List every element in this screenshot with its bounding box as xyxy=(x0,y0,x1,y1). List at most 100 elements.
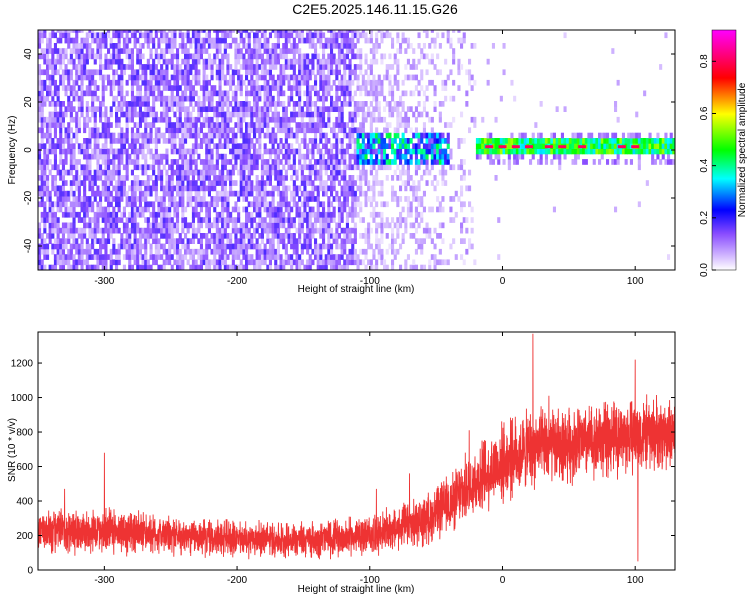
heatmap-cell xyxy=(75,111,79,118)
heatmap-cell xyxy=(324,64,328,70)
heatmap-cell xyxy=(436,196,440,202)
heatmap-cell xyxy=(239,106,243,112)
heatmap-cell xyxy=(263,95,267,102)
heatmap-cell xyxy=(441,169,445,176)
heatmap-cell xyxy=(247,106,251,112)
heatmap-cell xyxy=(189,180,193,186)
heatmap-cell xyxy=(199,169,203,176)
heatmap-cell xyxy=(282,48,286,54)
heatmap-cell xyxy=(316,243,320,250)
heatmap-cell xyxy=(176,48,180,54)
heatmap-cell xyxy=(266,127,270,134)
heatmap-cell xyxy=(83,180,87,186)
heatmap-cell xyxy=(284,185,288,192)
heatmap-cell xyxy=(202,254,206,260)
heatmap-cell xyxy=(356,148,360,155)
heatmap-cell xyxy=(428,227,432,234)
heatmap-cell xyxy=(266,201,270,208)
heatmap-cell xyxy=(69,148,73,155)
heatmap-cell xyxy=(303,64,307,70)
heatmap-cell xyxy=(340,111,344,118)
heatmap-cell xyxy=(245,64,249,70)
heatmap-cell xyxy=(53,58,57,65)
heatmap-cell xyxy=(327,243,331,250)
heatmap-cell xyxy=(250,238,254,244)
heatmap-cell xyxy=(308,58,312,65)
heatmap-cell xyxy=(43,180,47,186)
heatmap-cell xyxy=(314,243,318,250)
heatmap-cell xyxy=(253,48,257,54)
heatmap-cell xyxy=(67,69,71,76)
heatmap-cell xyxy=(430,58,434,65)
heatmap-cell xyxy=(276,211,280,218)
heatmap-cell xyxy=(48,148,52,155)
heatmap-cell xyxy=(319,233,323,239)
heatmap-cell xyxy=(502,159,506,165)
heatmap-cell xyxy=(149,48,153,54)
heatmap-cell xyxy=(417,90,421,97)
heatmap-cell xyxy=(375,159,379,165)
heatmap-cell xyxy=(221,238,225,244)
heatmap-cell xyxy=(75,74,79,81)
heatmap-cell xyxy=(96,248,100,255)
heatmap-cell xyxy=(46,132,50,139)
heatmap-cell xyxy=(85,243,89,250)
heatmap-cell xyxy=(284,64,288,70)
heatmap-cell xyxy=(255,254,259,260)
heatmap-cell xyxy=(104,185,108,192)
heatmap-cell xyxy=(207,190,211,197)
heatmap-cell xyxy=(136,159,140,165)
heatmap-cell xyxy=(414,164,418,171)
heatmap-cell xyxy=(115,254,119,260)
heatmap-cell xyxy=(91,180,95,186)
heatmap-cell xyxy=(475,153,479,160)
heatmap-cell xyxy=(72,211,76,218)
heatmap-cell xyxy=(356,254,360,260)
heatmap-cell xyxy=(170,127,174,134)
heatmap-cell xyxy=(221,190,225,197)
heatmap-cell xyxy=(499,148,503,155)
heatmap-cell xyxy=(271,196,275,202)
heatmap-cell xyxy=(497,159,501,165)
heatmap-cell xyxy=(99,53,103,60)
heatmap-cell xyxy=(369,153,373,160)
heatmap-cell xyxy=(191,32,195,39)
heatmap-cell xyxy=(213,30,217,33)
heatmap-cell xyxy=(61,227,65,234)
heatmap-cell xyxy=(83,122,87,128)
heatmap-cell xyxy=(218,69,222,76)
heatmap-cell xyxy=(284,148,288,155)
heatmap-cell xyxy=(125,164,129,171)
heatmap-cell xyxy=(61,169,65,176)
heatmap-cell xyxy=(184,222,188,229)
heatmap-cell xyxy=(295,227,299,234)
heatmap-cell xyxy=(202,217,206,223)
heatmap-cell xyxy=(327,90,331,97)
heatmap-cell xyxy=(197,196,201,202)
heatmap-cell xyxy=(260,169,264,176)
heatmap-cell xyxy=(91,148,95,155)
heatmap-cell xyxy=(194,233,198,239)
heatmap-cell xyxy=(205,143,209,149)
heatmap-cell xyxy=(534,122,538,128)
heatmap-cell xyxy=(168,248,172,255)
heatmap-cell xyxy=(130,217,134,223)
heatmap-cell xyxy=(160,211,164,218)
heatmap-cell xyxy=(361,127,365,134)
heatmap-cell xyxy=(351,211,355,218)
heatmap-cell xyxy=(250,153,254,160)
heatmap-cell xyxy=(319,248,323,255)
heatmap-cell xyxy=(295,206,299,213)
heatmap-cell xyxy=(53,217,57,223)
heatmap-cell xyxy=(181,143,185,149)
heatmap-cell xyxy=(242,64,246,70)
heatmap-cell xyxy=(404,259,408,266)
heatmap-cell xyxy=(311,190,315,197)
heatmap-cell xyxy=(117,53,121,60)
heatmap-cell xyxy=(133,159,137,165)
heatmap-cell xyxy=(149,233,153,239)
heatmap-cell xyxy=(130,64,134,70)
heatmap-cell xyxy=(255,180,259,186)
heatmap-cell xyxy=(168,132,172,139)
heatmap-cell xyxy=(279,90,283,97)
